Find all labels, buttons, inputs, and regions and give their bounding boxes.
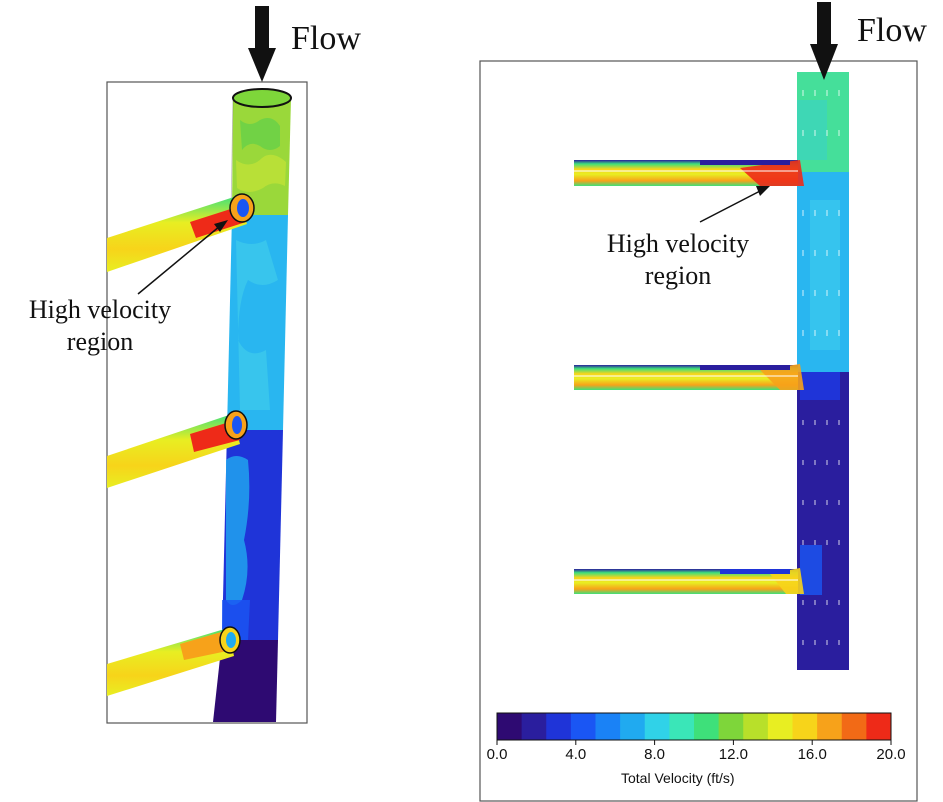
right-annotation-line-2: region <box>644 261 712 290</box>
right-flow-label: Flow <box>857 12 927 49</box>
colorbar-bin-2 <box>546 713 572 740</box>
right-annotation-label: High velocity region <box>580 228 776 292</box>
left-branch-3 <box>107 626 241 696</box>
colorbar <box>496 712 892 745</box>
colorbar-tick-label: 12.0 <box>718 746 748 763</box>
colorbar-tick-label: 8.0 <box>644 746 666 763</box>
right-2d-view <box>479 2 918 802</box>
colorbar-bin-5 <box>620 713 646 740</box>
left-main-pipe <box>213 88 292 722</box>
right-annotation-arrow <box>699 186 770 223</box>
colorbar-bin-6 <box>644 713 670 740</box>
colorbar-bin-1 <box>521 713 547 740</box>
colorbar-bin-0 <box>497 713 523 740</box>
colorbar-bin-14 <box>841 713 867 740</box>
colorbar-bin-4 <box>595 713 621 740</box>
right-branch-1 <box>574 160 804 186</box>
colorbar-tick-label: 20.0 <box>876 746 906 763</box>
right-flow-arrow <box>810 2 838 80</box>
left-3d-view <box>106 6 308 724</box>
colorbar-bin-12 <box>792 713 818 740</box>
colorbar-bins <box>496 713 892 745</box>
colorbar-bin-9 <box>718 713 744 740</box>
colorbar-bin-3 <box>570 713 597 740</box>
colorbar-bin-7 <box>669 713 695 740</box>
left-annotation-line-1: High velocity <box>28 295 172 324</box>
colorbar-bin-10 <box>743 713 769 740</box>
colorbar-tick-label: 4.0 <box>565 746 587 763</box>
colorbar-border <box>496 712 892 741</box>
colorbar-bin-8 <box>694 713 720 740</box>
left-branch-1 <box>107 193 255 272</box>
left-branch-2 <box>107 410 248 488</box>
left-annotation-line-2: region <box>66 327 134 356</box>
colorbar-title: Total Velocity (ft/s) <box>621 770 735 786</box>
colorbar-bin-15 <box>866 713 892 740</box>
colorbar-tick-label: 16.0 <box>797 746 827 763</box>
left-flow-arrow <box>248 6 276 82</box>
colorbar-bin-11 <box>767 713 794 740</box>
left-annotation-label: High velocity region <box>12 294 188 358</box>
right-branch-2 <box>574 364 804 390</box>
right-annotation-line-1: High velocity <box>606 229 750 258</box>
left-flow-label: Flow <box>291 20 361 57</box>
right-velocity-vectors <box>802 90 840 645</box>
colorbar-bin-13 <box>817 713 843 740</box>
left-annotation-arrow <box>137 220 228 295</box>
left-pipe-opening <box>232 88 292 108</box>
right-main-pipe <box>797 72 849 670</box>
colorbar-tick-label: 0.0 <box>486 746 508 763</box>
right-branch-3 <box>574 568 804 594</box>
